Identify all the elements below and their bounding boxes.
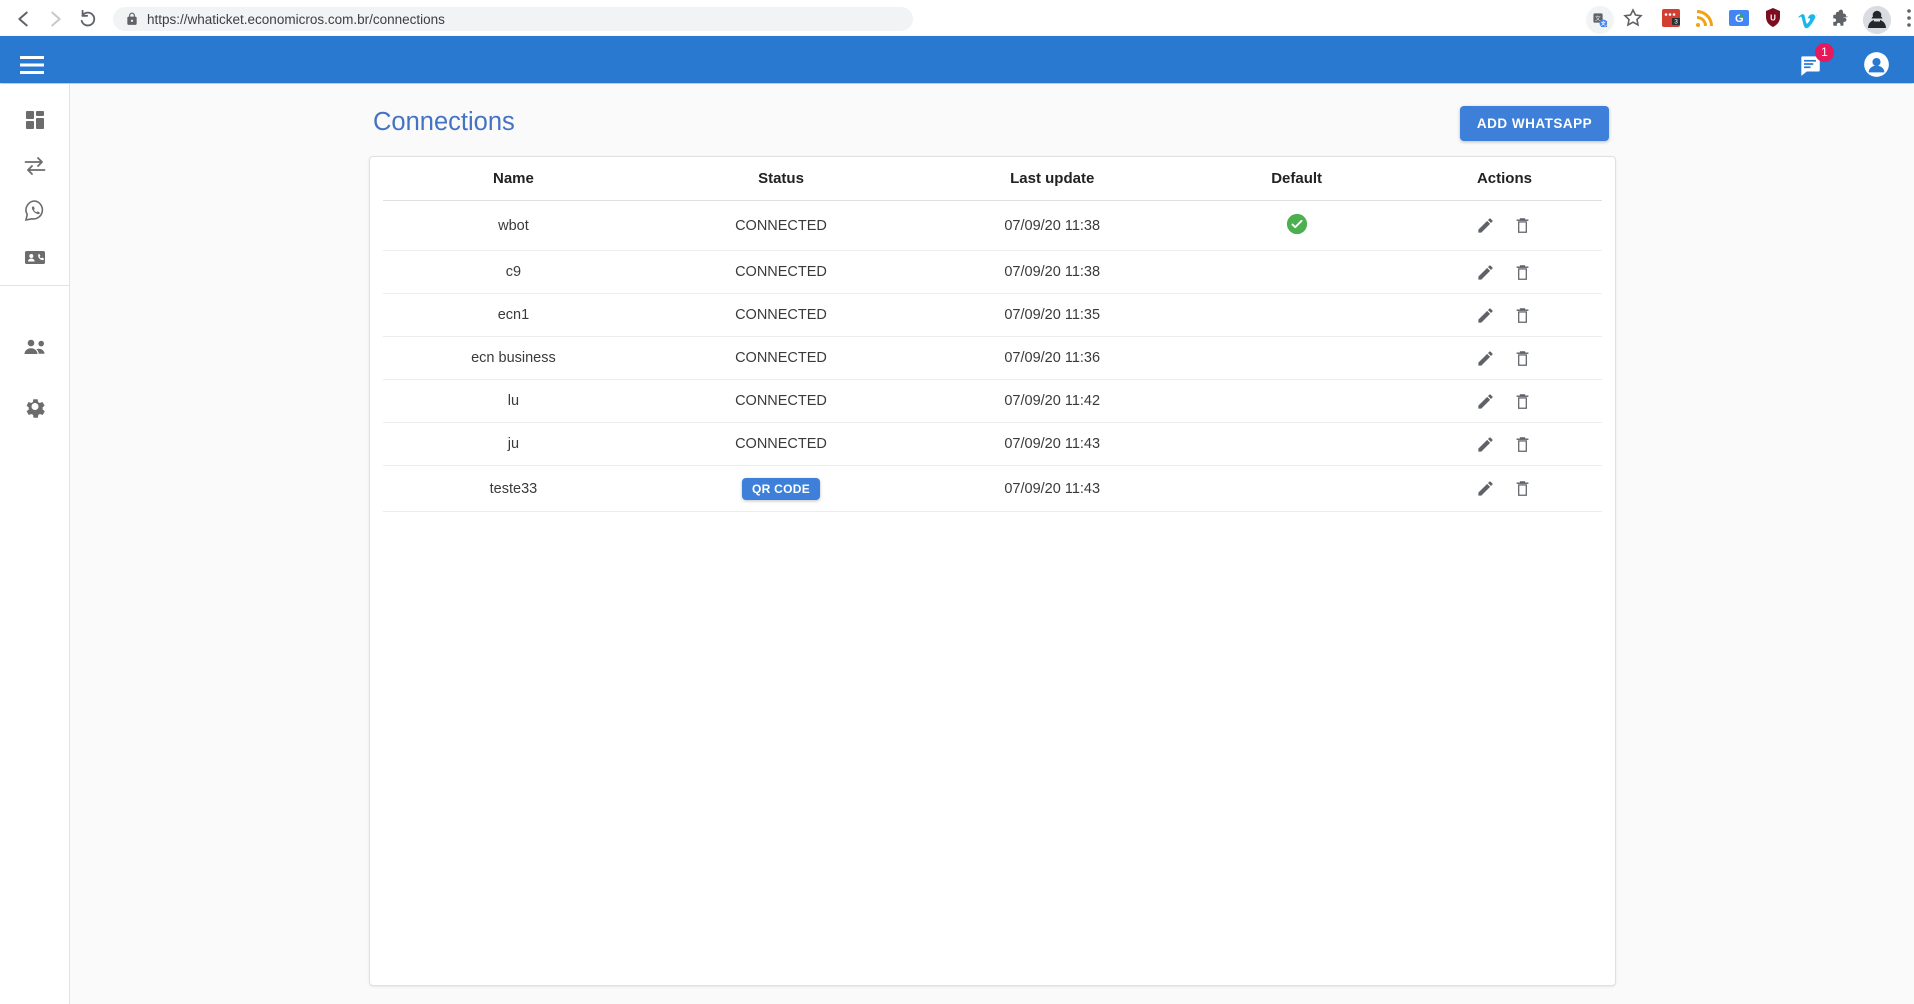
svg-text:文: 文 <box>1601 20 1606 27</box>
svg-text:U: U <box>1770 14 1776 23</box>
svg-text:3: 3 <box>1674 19 1678 26</box>
